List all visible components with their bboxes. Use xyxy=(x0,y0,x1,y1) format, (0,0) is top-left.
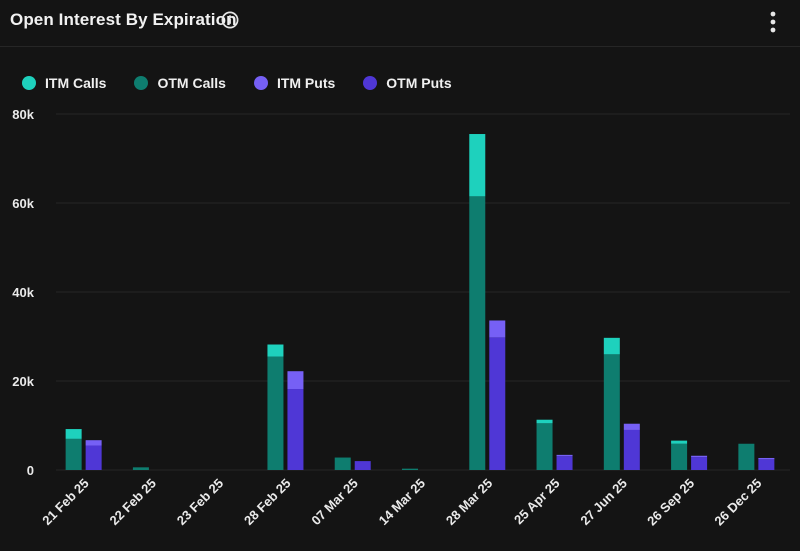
legend-item-otm-puts[interactable]: OTM Puts xyxy=(363,75,452,91)
bar-otm-puts xyxy=(556,456,573,470)
y-tick-label: 0 xyxy=(27,463,34,478)
bar-itm-calls xyxy=(267,344,284,357)
x-tick-label: 23 Feb 25 xyxy=(174,476,227,529)
y-tick-label: 80k xyxy=(12,107,34,122)
bar-otm-calls xyxy=(65,438,82,470)
y-tick-label: 20k xyxy=(12,374,34,389)
chart-title: Open Interest By Expiration xyxy=(10,10,237,29)
x-tick-label: 22 Feb 25 xyxy=(107,476,160,529)
x-tick-label: 07 Mar 25 xyxy=(308,476,361,529)
x-tick-label: 14 Mar 25 xyxy=(376,476,429,529)
legend-dot-itm-puts xyxy=(253,76,268,90)
x-tick-label: 26 Sep 25 xyxy=(644,476,697,529)
bar-itm-calls xyxy=(536,419,553,424)
legend-label: ITM Calls xyxy=(45,75,107,91)
more-vertical-icon[interactable] xyxy=(764,10,782,34)
bar-otm-puts xyxy=(758,459,775,470)
bar-itm-puts xyxy=(287,371,304,390)
bar-otm-calls xyxy=(402,468,418,470)
bar-otm-calls xyxy=(132,467,149,470)
legend-dot-otm-puts xyxy=(363,76,378,90)
legend-label: ITM Puts xyxy=(276,75,336,91)
x-tick-label: 28 Feb 25 xyxy=(241,476,294,529)
bar-itm-calls xyxy=(603,337,620,355)
bar-otm-puts xyxy=(287,389,304,470)
legend-item-itm-calls[interactable]: ITM Calls xyxy=(22,75,106,91)
legend-label: OTM Calls xyxy=(157,75,226,91)
legend-dot-itm-calls xyxy=(22,76,36,90)
bar-otm-puts xyxy=(691,457,708,470)
bar-otm-calls xyxy=(671,443,688,470)
bar-itm-puts xyxy=(85,440,102,446)
bar-itm-puts xyxy=(556,454,573,457)
bar-otm-calls xyxy=(334,457,351,470)
bar-itm-puts xyxy=(489,320,506,338)
x-tick-label: 28 Mar 25 xyxy=(443,476,496,529)
bar-otm-calls xyxy=(536,423,553,470)
bar-otm-puts xyxy=(85,445,102,470)
info-icon[interactable] xyxy=(221,11,239,29)
legend-dot-otm-calls xyxy=(134,76,149,90)
legend-item-otm-calls[interactable]: OTM Calls xyxy=(134,75,226,91)
chart-header: Open Interest By Expiration xyxy=(0,0,800,47)
bar-otm-calls xyxy=(603,354,620,470)
chart-legend: ITM Calls OTM Calls ITM Puts OTM Puts xyxy=(22,74,480,92)
x-tick-label: 26 Dec 25 xyxy=(711,476,764,529)
bar-otm-calls xyxy=(469,196,486,470)
bar-itm-puts xyxy=(691,455,708,458)
bar-itm-calls xyxy=(65,429,82,439)
x-tick-label: 27 Jun 25 xyxy=(577,476,630,529)
bar-itm-calls xyxy=(469,134,486,197)
bar-itm-puts xyxy=(758,457,775,460)
y-tick-label: 60k xyxy=(12,196,34,211)
x-tick-label: 21 Feb 25 xyxy=(39,476,92,529)
bar-otm-puts xyxy=(623,429,640,470)
bar-otm-calls xyxy=(738,443,755,470)
y-tick-label: 40k xyxy=(12,285,34,300)
x-tick-label: 25 Apr 25 xyxy=(511,476,563,528)
bar-otm-puts xyxy=(489,337,506,470)
bar-itm-calls xyxy=(671,440,688,444)
bar-itm-puts xyxy=(623,423,640,430)
legend-item-itm-puts[interactable]: ITM Puts xyxy=(253,75,336,91)
bar-otm-calls xyxy=(267,356,284,470)
legend-label: OTM Puts xyxy=(386,75,452,91)
bar-otm-puts xyxy=(354,461,371,470)
